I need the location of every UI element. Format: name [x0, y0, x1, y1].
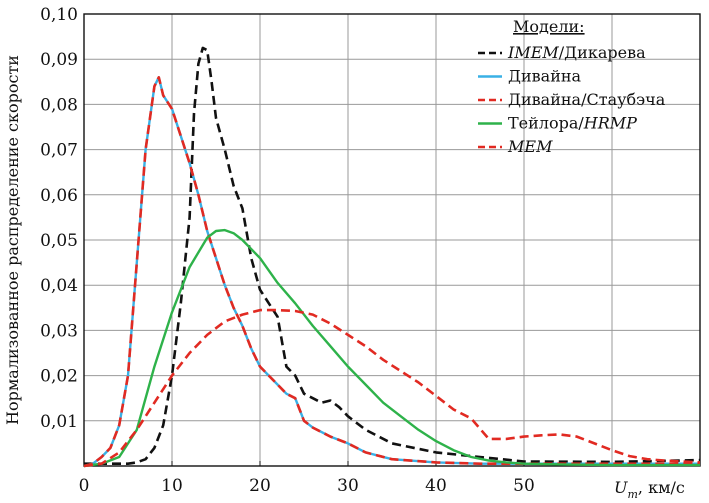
x-tick-label: 40 [425, 476, 447, 496]
series-line-1 [83, 76, 700, 468]
y-axis-label: Нормализованное распределение скорости [3, 55, 22, 425]
series-layer [83, 46, 701, 468]
y-tick-label: 0,02 [40, 367, 78, 387]
x-axis-label: Um, км/с [614, 478, 685, 501]
x-axis-label-unit: , км/с [638, 478, 685, 497]
y-tick-label: 0,08 [40, 95, 78, 115]
series-line-3 [83, 228, 700, 468]
legend-entry-4: MEM [507, 137, 553, 156]
legend-entry-2: Дивайна/Стаубэча [508, 90, 666, 109]
x-tick-label: 50 [513, 476, 535, 496]
y-tick-label: 0,01 [40, 412, 78, 432]
y-tick-label: 0,07 [40, 141, 78, 161]
x-tick-label: 20 [249, 476, 271, 496]
legend: Модели: IMEM/Дикарева Дивайна Дивайна/Стауб… [478, 17, 666, 156]
x-tick-label: 0 [79, 476, 90, 496]
tick-labels: 0 10 20 30 40 50 0,01 0,02 0,03 0,04 0,05 0,06 0,07 0… [40, 5, 535, 496]
legend-entry-3: Тейлора/HRMP [508, 114, 637, 133]
legend-entry-1: Дивайна [508, 67, 582, 86]
y-tick-label: 0,03 [40, 321, 78, 341]
legend-title: Модели: [513, 17, 585, 36]
grid [84, 14, 700, 466]
x-tick-label: 10 [161, 476, 183, 496]
legend-entry-text: Дивайна [508, 67, 582, 86]
series-line-2 [83, 76, 700, 468]
series-line-0 [84, 46, 701, 465]
y-tick-label: 0,04 [40, 276, 78, 296]
legend-entry-text: HRMP [583, 114, 637, 133]
legend-entry-text: /Дикарева [559, 43, 646, 62]
plot-frame [83, 13, 701, 467]
x-axis-label-sub: m [627, 488, 637, 501]
y-tick-label: 0,05 [40, 231, 78, 251]
legend-entry-text: Дивайна/Стаубэча [508, 90, 666, 109]
legend-entry-0: IMEM/Дикарева [507, 43, 646, 62]
x-axis-label-var: U [614, 478, 628, 497]
series-line-4 [83, 308, 701, 468]
legend-entry-text: MEM [507, 137, 553, 156]
legend-entry-text: IMEM [507, 43, 559, 62]
x-tick-label: 30 [337, 476, 359, 496]
legend-entry-text: Тейлора/ [508, 114, 584, 133]
y-tick-label: 0,10 [40, 5, 78, 25]
y-tick-label: 0,09 [40, 50, 78, 70]
y-tick-label: 0,06 [40, 186, 78, 206]
